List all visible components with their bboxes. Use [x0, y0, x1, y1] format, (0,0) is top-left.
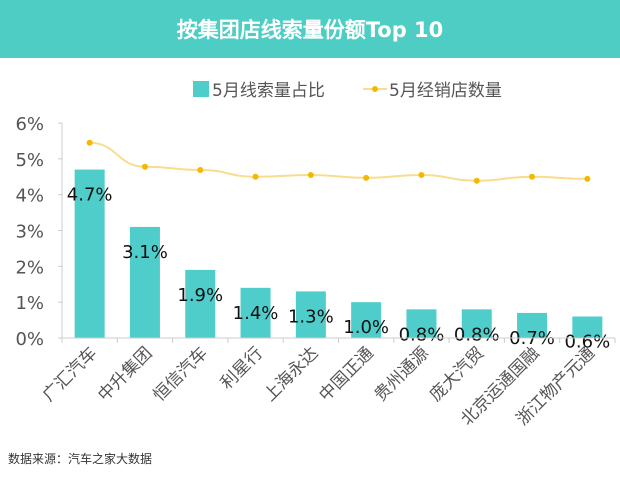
line-point — [529, 173, 536, 180]
legend: 5月线索量占比 5月经销店数量 — [193, 81, 502, 101]
data-labels: 4.7%3.1%1.9%1.4% 1.3%1.0% 0.8% 0.8% 0.7% 0.6% — [67, 185, 610, 353]
y-tick-label: 3% — [15, 222, 44, 243]
bar — [295, 291, 326, 338]
bar-value-label: 3.1% — [122, 242, 168, 263]
bar — [406, 309, 437, 338]
bar — [74, 169, 105, 338]
bar-value-label: 1.9% — [177, 285, 223, 306]
bar-value-label: 1.3% — [288, 306, 334, 327]
x-tick-label: 贵州通源 — [371, 343, 433, 405]
legend-bar-swatch — [193, 81, 209, 97]
x-tick-label: 中国正通 — [315, 343, 377, 405]
line-point — [86, 139, 93, 146]
chart-title: 按集团店线索量份额Top 10 — [177, 18, 444, 42]
y-tick-label: 0% — [15, 329, 44, 350]
x-tick-label: 上海永达 — [260, 343, 322, 405]
bar — [517, 312, 548, 338]
x-tick-label: 广汇汽车 — [39, 343, 101, 405]
legend-line-label: 5月经销店数量 — [389, 81, 502, 101]
bar-value-label: 0.8% — [454, 324, 500, 345]
bar — [572, 316, 603, 338]
bars — [74, 169, 603, 338]
source-note: 数据来源：汽车之家大数据 — [8, 451, 152, 466]
line-point — [252, 173, 259, 180]
y-tick-label: 5% — [15, 150, 44, 171]
bar-value-label: 4.7% — [67, 185, 113, 206]
x-tick-label: 恒信汽车 — [150, 343, 212, 405]
x-tick-label: 利星行 — [217, 343, 267, 393]
y-tick-label: 4% — [15, 186, 44, 207]
line-series — [86, 139, 591, 184]
y-tick-label: 2% — [15, 257, 44, 278]
line-point — [473, 177, 480, 184]
y-tick-label: 6% — [15, 114, 44, 135]
bar-value-label: 1.0% — [343, 317, 389, 338]
line-point — [363, 174, 370, 181]
line-point — [307, 171, 314, 178]
line-path — [89, 141, 588, 182]
bar — [351, 302, 382, 338]
bar-value-label: 0.6% — [564, 332, 610, 353]
y-tick-label: 1% — [15, 293, 44, 314]
line-point — [418, 171, 425, 178]
legend-bar-label: 5月线索量占比 — [212, 81, 325, 101]
x-tick-label: 中升集团 — [94, 343, 156, 405]
title-banner — [0, 0, 620, 58]
line-point — [141, 163, 148, 170]
bar — [129, 226, 160, 338]
line-point — [584, 175, 591, 182]
y-axis: 0% 1% 2% 3% 4% 5% 6% — [15, 114, 63, 350]
legend-line-marker — [372, 86, 378, 92]
bar-value-label: 0.8% — [399, 324, 445, 345]
bar — [461, 309, 492, 338]
bar — [240, 287, 271, 338]
bar-value-label: 1.4% — [233, 303, 279, 324]
line-point — [197, 166, 204, 173]
bar — [185, 269, 216, 338]
